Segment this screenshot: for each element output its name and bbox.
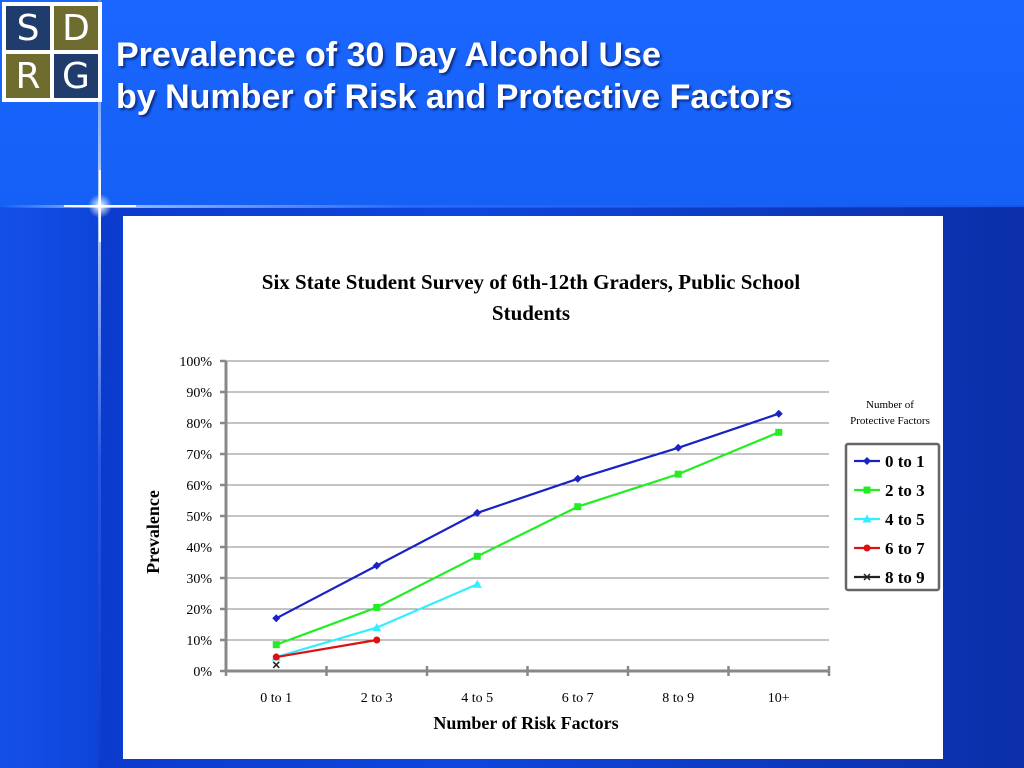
page-title-line-2: by Number of Risk and Protective Factors [116, 78, 793, 116]
legend-item-6-to-7: 6 to 7 [854, 539, 925, 558]
data-point [674, 443, 683, 452]
data-point [573, 474, 582, 483]
horizontal-divider [0, 205, 1024, 208]
y-tick-label: 50% [186, 510, 212, 525]
chart-panel: Six State Student Survey of 6th-12th Gra… [123, 216, 943, 759]
y-tick-label: 10% [186, 634, 212, 649]
chart-title-line-2: Students [492, 301, 570, 325]
data-point [272, 641, 280, 649]
y-tick-label: 40% [186, 541, 212, 556]
logo-letter-d: D [54, 6, 98, 50]
series-line [275, 431, 780, 646]
logo-letter-g: G [54, 54, 98, 98]
legend-item-8-to-9: 8 to 9 [854, 568, 925, 587]
x-axis-label: Number of Risk Factors [433, 713, 618, 733]
y-tick-label: 90% [186, 386, 212, 401]
axes [220, 359, 831, 676]
legend-label: 6 to 7 [885, 539, 925, 558]
data-point [863, 544, 871, 552]
legend-label: 0 to 1 [885, 452, 925, 471]
x-tick-label: 8 to 9 [662, 691, 694, 706]
series-line [276, 638, 377, 659]
data-point [863, 573, 871, 581]
series-8-to-9 [272, 661, 280, 669]
legend-item-2-to-3: 2 to 3 [854, 481, 925, 500]
y-tick-label: 20% [186, 603, 212, 618]
data-point [373, 636, 381, 644]
data-point [774, 409, 783, 418]
data-point [372, 561, 381, 570]
x-tick-label: 0 to 1 [260, 691, 292, 706]
y-axis-label: Prevalence [143, 490, 163, 574]
series-line [275, 583, 478, 659]
x-tick-label: 4 to 5 [461, 691, 493, 706]
gridlines [226, 360, 829, 641]
data-point [863, 486, 871, 494]
legend-label: 8 to 9 [885, 568, 925, 587]
x-tick-label: 10+ [768, 691, 790, 706]
legend-title-line-2: Protective Factors [850, 415, 930, 427]
series-4-to-5 [271, 579, 482, 661]
vertical-divider [98, 0, 101, 768]
data-point [272, 661, 280, 669]
y-tick-label: 80% [186, 417, 212, 432]
x-tick-label: 6 to 7 [562, 691, 594, 706]
page-title: Prevalence of 30 Day Alcohol Use by Numb… [116, 34, 792, 118]
data-point [472, 579, 482, 588]
series-0-to-1 [272, 409, 783, 623]
data-point [272, 614, 281, 623]
slide-left-band [0, 207, 98, 768]
y-tick-labels: 0% 10% 20% 30% 40% 50% 60% 70% 80% 90% 100% [179, 355, 212, 680]
legend: 0 to 1 2 to 3 4 to 5 6 to 7 8 to 9 [854, 452, 925, 587]
sdrg-logo: S D R G [2, 2, 102, 102]
legend-label: 2 to 3 [885, 481, 925, 500]
data-point [372, 623, 382, 632]
logo-letter-r: R [6, 54, 50, 98]
data-point [674, 470, 682, 478]
y-tick-label: 70% [186, 448, 212, 463]
legend-item-4-to-5: 4 to 5 [854, 510, 925, 529]
data-point [775, 428, 783, 436]
slide-header-background [0, 0, 1024, 207]
data-point [574, 503, 582, 511]
legend-label: 4 to 5 [885, 510, 925, 529]
y-tick-label: 0% [193, 665, 212, 680]
data-point [862, 514, 872, 523]
data-point [272, 653, 280, 661]
logo-letter-s: S [6, 6, 50, 50]
x-tick-label: 2 to 3 [361, 691, 393, 706]
series-6-to-7 [272, 636, 381, 661]
data-point [473, 552, 481, 560]
legend-item-0-to-1: 0 to 1 [854, 452, 925, 471]
data-point [473, 508, 482, 517]
series-line [275, 412, 780, 620]
series-2-to-3 [272, 428, 783, 649]
line-chart: Six State Student Survey of 6th-12th Gra… [143, 270, 941, 733]
y-tick-label: 30% [186, 572, 212, 587]
y-tick-label: 100% [179, 355, 212, 370]
chart-title-line-1: Six State Student Survey of 6th-12th Gra… [262, 270, 801, 294]
data-series [271, 409, 783, 669]
legend-box [844, 442, 941, 592]
legend-title-line-1: Number of [866, 399, 914, 411]
page-title-line-1: Prevalence of 30 Day Alcohol Use [116, 36, 661, 74]
data-point [373, 603, 381, 611]
data-point [863, 457, 871, 465]
y-tick-label: 60% [186, 479, 212, 494]
x-tick-labels: 0 to 1 2 to 3 4 to 5 6 to 7 8 to 9 10+ [260, 691, 789, 706]
